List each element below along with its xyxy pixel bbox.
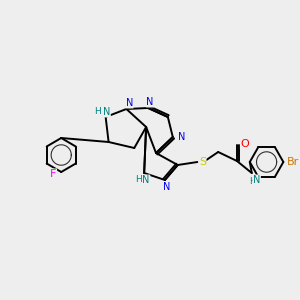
Text: N: N — [178, 132, 185, 142]
Text: O: O — [241, 139, 249, 149]
Text: N: N — [126, 98, 133, 108]
Text: Br: Br — [287, 157, 299, 167]
Text: N: N — [253, 175, 260, 185]
Text: H: H — [94, 107, 101, 116]
Text: N: N — [146, 97, 154, 107]
Text: N: N — [163, 182, 170, 192]
Text: H: H — [135, 176, 142, 184]
Text: F: F — [50, 169, 56, 179]
Text: N: N — [103, 107, 110, 117]
Text: H: H — [249, 176, 256, 185]
Text: S: S — [199, 157, 206, 167]
Text: N: N — [142, 175, 150, 185]
